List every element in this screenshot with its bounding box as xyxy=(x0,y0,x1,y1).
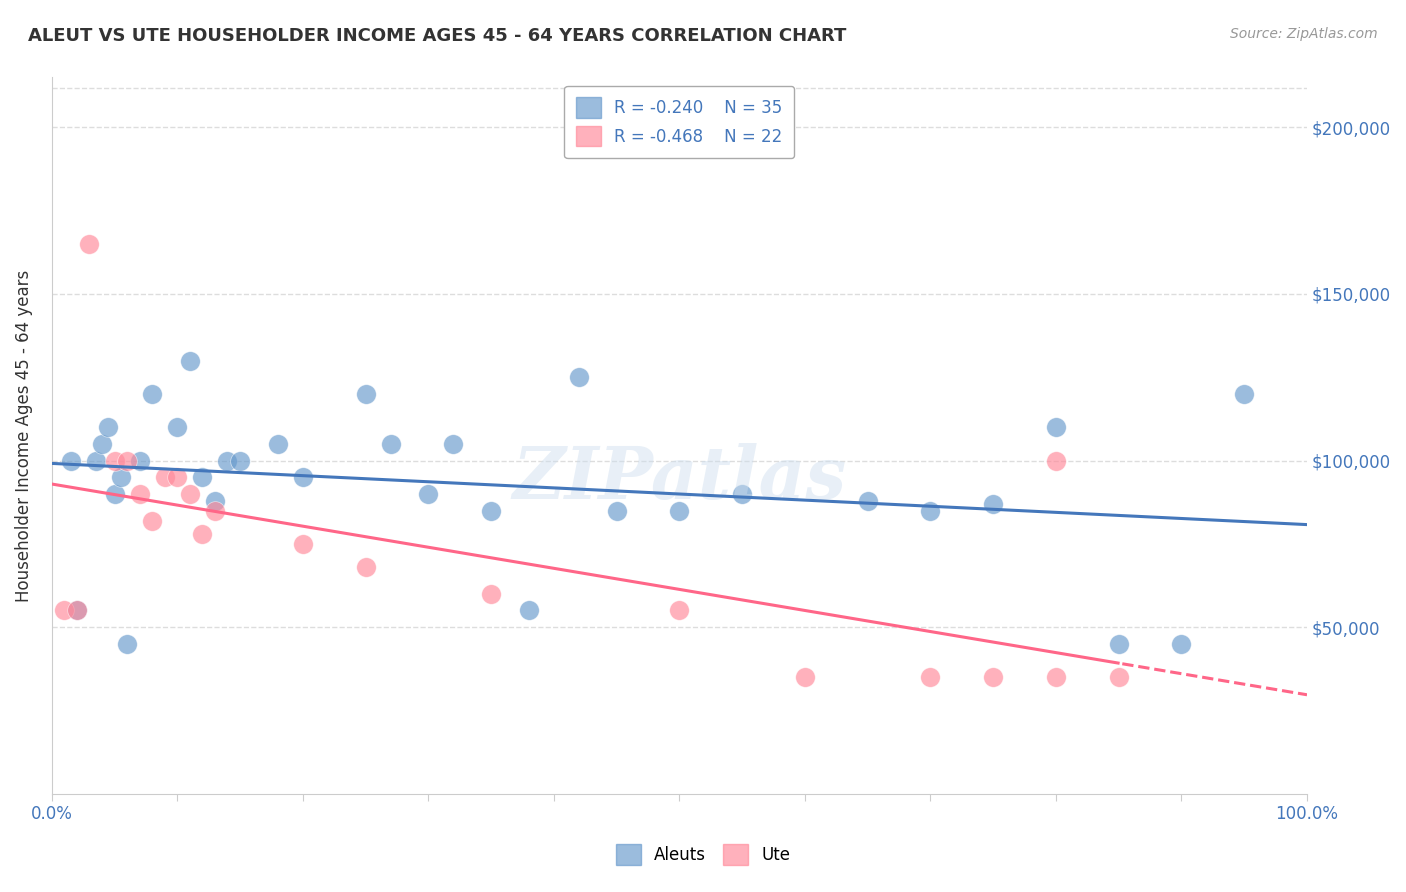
Point xyxy=(66,603,89,617)
Point xyxy=(291,537,314,551)
Point xyxy=(110,470,132,484)
Point xyxy=(1108,637,1130,651)
Point xyxy=(479,503,502,517)
Point xyxy=(668,503,690,517)
Point xyxy=(179,487,201,501)
Point xyxy=(1108,670,1130,684)
Point xyxy=(115,637,138,651)
Point xyxy=(103,453,125,467)
Point xyxy=(217,453,239,467)
Point xyxy=(53,603,76,617)
Point xyxy=(920,670,942,684)
Point xyxy=(141,514,163,528)
Point xyxy=(1045,420,1067,434)
Point xyxy=(354,560,377,574)
Point xyxy=(354,387,377,401)
Point xyxy=(204,503,226,517)
Point xyxy=(179,353,201,368)
Point xyxy=(793,670,815,684)
Point xyxy=(606,503,628,517)
Text: Source: ZipAtlas.com: Source: ZipAtlas.com xyxy=(1230,27,1378,41)
Point xyxy=(1045,453,1067,467)
Point xyxy=(103,487,125,501)
Text: ZIPatlas: ZIPatlas xyxy=(512,443,846,514)
Point xyxy=(920,503,942,517)
Point xyxy=(291,470,314,484)
Point xyxy=(204,493,226,508)
Point xyxy=(668,603,690,617)
Legend: Aleuts, Ute: Aleuts, Ute xyxy=(606,834,800,875)
Point xyxy=(115,453,138,467)
Point xyxy=(517,603,540,617)
Point xyxy=(166,420,188,434)
Point xyxy=(79,237,101,252)
Point xyxy=(856,493,879,508)
Text: ALEUT VS UTE HOUSEHOLDER INCOME AGES 45 - 64 YEARS CORRELATION CHART: ALEUT VS UTE HOUSEHOLDER INCOME AGES 45 … xyxy=(28,27,846,45)
Point xyxy=(267,437,290,451)
Point xyxy=(731,487,754,501)
Point xyxy=(1045,670,1067,684)
Point xyxy=(59,453,82,467)
Point xyxy=(229,453,252,467)
Point xyxy=(84,453,107,467)
Point xyxy=(380,437,402,451)
Point xyxy=(191,470,214,484)
Point xyxy=(568,370,591,384)
Point xyxy=(418,487,440,501)
Point xyxy=(1233,387,1256,401)
Point xyxy=(153,470,176,484)
Point xyxy=(1170,637,1192,651)
Point xyxy=(166,470,188,484)
Point xyxy=(191,526,214,541)
Point xyxy=(91,437,114,451)
Legend: R = -0.240    N = 35, R = -0.468    N = 22: R = -0.240 N = 35, R = -0.468 N = 22 xyxy=(564,86,794,158)
Point xyxy=(66,603,89,617)
Y-axis label: Householder Income Ages 45 - 64 years: Householder Income Ages 45 - 64 years xyxy=(15,269,32,602)
Point xyxy=(128,487,150,501)
Point xyxy=(128,453,150,467)
Point xyxy=(479,587,502,601)
Point xyxy=(981,497,1004,511)
Point xyxy=(97,420,120,434)
Point xyxy=(441,437,464,451)
Point xyxy=(141,387,163,401)
Point xyxy=(981,670,1004,684)
